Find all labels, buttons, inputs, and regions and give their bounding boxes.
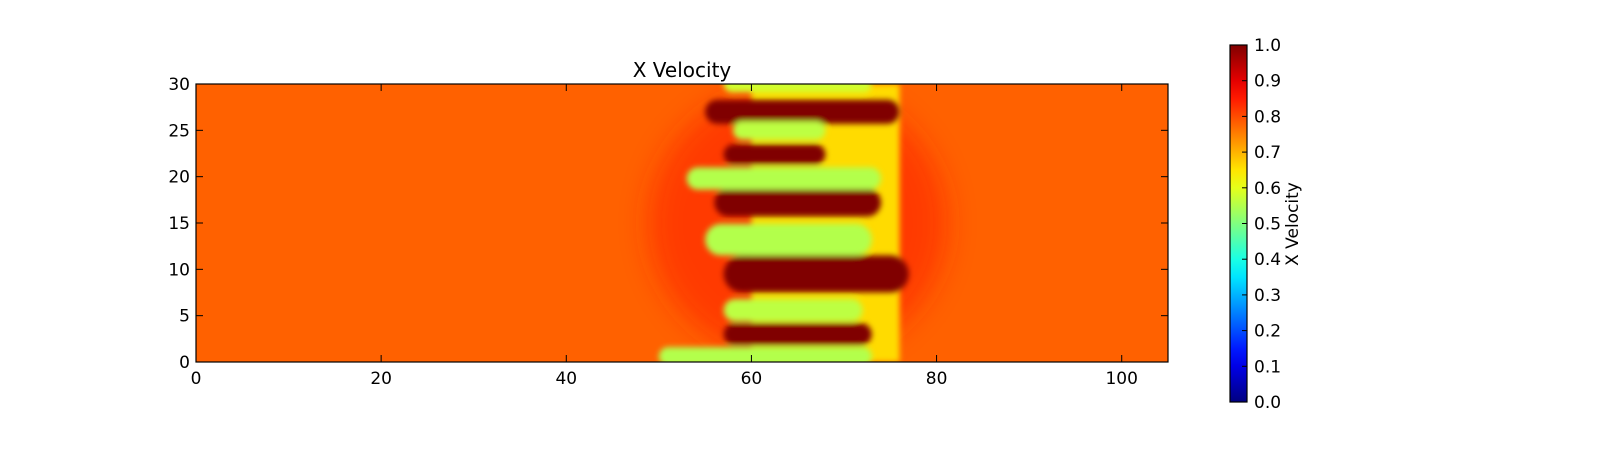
heatmap-streak <box>723 144 826 165</box>
x-tick-label: 80 <box>926 369 948 389</box>
colorbar-tick-label: 0.1 <box>1254 357 1281 377</box>
x-tick-label: 100 <box>1105 369 1137 389</box>
x-tick-label: 40 <box>555 369 577 389</box>
heatmap-streak <box>686 167 882 190</box>
y-tick-label: 5 <box>179 307 190 327</box>
colorbar-tick-label: 0.4 <box>1254 250 1281 270</box>
heatmap-streak <box>714 188 882 217</box>
colorbar-tick-label: 0.7 <box>1254 143 1281 163</box>
colorbar-tick-label: 0.8 <box>1254 107 1281 127</box>
y-tick-label: 30 <box>168 75 190 95</box>
heatmap-streak <box>723 84 872 93</box>
y-tick-label: 10 <box>168 260 190 280</box>
x-tick-label: 20 <box>370 369 392 389</box>
y-tick-label: 25 <box>168 121 190 141</box>
y-tick-label: 20 <box>168 168 190 188</box>
plot-title: X Velocity <box>633 58 732 82</box>
x-tick-label: 60 <box>741 369 763 389</box>
heatmap-streak <box>705 99 900 124</box>
heatmap-streak <box>723 255 909 293</box>
colorbar-tick-label: 0.2 <box>1254 322 1281 342</box>
heatmap-streak <box>658 347 872 362</box>
colorbar-gradient <box>1230 45 1247 402</box>
colorbar: 0.0 0.1 0.2 0.3 0.4 0.5 0.6 0.7 0.8 0.9 1.0 <box>1229 36 1281 413</box>
colorbar-label: X Velocity <box>1283 182 1303 266</box>
heatmap-streak <box>705 223 872 256</box>
colorbar-tick-label: 0.5 <box>1254 215 1281 235</box>
y-axis: 0 5 10 15 20 25 30 <box>168 75 1168 373</box>
colorbar-tick-label: 0.3 <box>1254 286 1281 306</box>
colorbar-tick-label: 0.9 <box>1254 72 1281 92</box>
y-tick-label: 15 <box>168 214 190 234</box>
y-tick-label: 0 <box>179 353 190 373</box>
heatmap-streak <box>723 298 863 322</box>
colorbar-tick-label: 1.0 <box>1254 36 1281 56</box>
colorbar-tick-label: 0.6 <box>1254 179 1281 199</box>
heatmap-streak <box>732 121 826 140</box>
colorbar-tick-label: 0.0 <box>1254 393 1281 413</box>
heatmap-streak <box>723 323 872 346</box>
x-axis: 0 20 40 60 80 100 <box>191 84 1138 389</box>
x-tick-label: 0 <box>191 369 202 389</box>
heatmap <box>196 84 1168 362</box>
